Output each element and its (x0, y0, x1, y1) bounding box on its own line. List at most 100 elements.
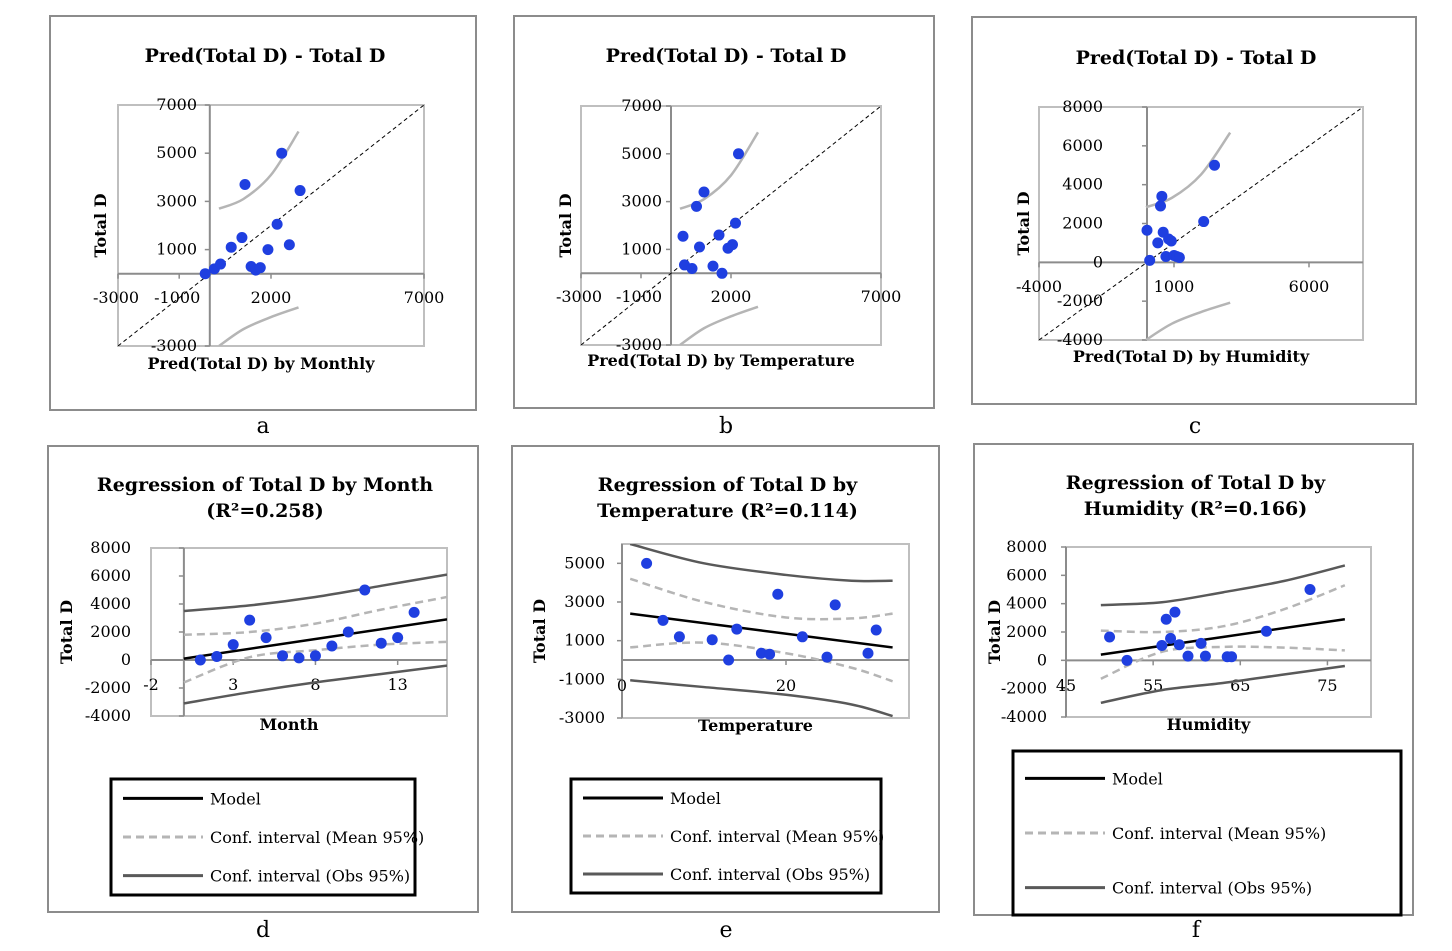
data-point (829, 599, 841, 611)
data-point (1198, 216, 1210, 228)
x-tick-label: 8 (310, 675, 320, 694)
lower-guide-curve (218, 306, 299, 346)
x-tick-label: 20 (776, 676, 796, 695)
model-line (183, 618, 447, 660)
y-tick-label: 5000 (621, 144, 662, 163)
legend-conf-mean-label: Conf. interval (Mean 95%) (670, 827, 884, 846)
y-tick-label: 1000 (156, 240, 197, 259)
data-point (870, 624, 882, 636)
data-point (277, 650, 289, 662)
x-tick-label: 3 (228, 675, 238, 694)
plot-content (1039, 107, 1363, 340)
x-tick-label: -3000 (93, 288, 139, 307)
plot-content (118, 105, 424, 346)
legend-conf-mean-label: Conf. interval (Mean 95%) (210, 828, 424, 847)
plot-area (1038, 106, 1364, 341)
data-point (1165, 632, 1177, 644)
data-point (225, 241, 237, 253)
conf-mean-lower-line (1100, 645, 1345, 680)
x-tick-label: 13 (387, 675, 407, 694)
data-point (657, 614, 669, 626)
data-point (326, 640, 338, 652)
data-point (713, 229, 725, 241)
data-point (1160, 251, 1172, 263)
chart-c: Pred(Total D) - Total D-4000-20000200040… (1014, 47, 1364, 366)
data-point (1169, 606, 1181, 618)
data-point (359, 584, 371, 596)
legend-conf-obs-label: Conf. interval (Obs 95%) (670, 865, 870, 884)
caption-b: b (718, 414, 734, 439)
data-point (796, 631, 808, 643)
x-tick-label: 7000 (404, 288, 445, 307)
y-axis-label: Total D (530, 599, 549, 663)
plot-content (1100, 564, 1346, 705)
y-tick-label: 7000 (156, 95, 197, 114)
caption-e: e (719, 918, 733, 943)
y-tick-label: 1000 (564, 631, 605, 650)
conf-mean-upper-line (629, 577, 893, 621)
y-tick-label: -4000 (85, 706, 131, 725)
data-point (1160, 613, 1172, 625)
y-tick-label: 6000 (90, 566, 131, 585)
y-tick-label: 8000 (1006, 537, 1047, 556)
y-tick-label: 4000 (1006, 594, 1047, 613)
conf-obs-upper-line (183, 573, 447, 613)
conf-obs-lower-line (183, 664, 447, 705)
legend-conf-obs-label: Conf. interval (Obs 95%) (210, 867, 410, 886)
data-point (254, 262, 266, 274)
conf-obs-upper-line (629, 544, 893, 583)
y-tick-label: 5000 (564, 553, 605, 572)
chart-title-line2: Temperature (R²=0.114) (597, 500, 858, 522)
data-point (698, 186, 710, 198)
data-point (862, 647, 874, 659)
data-point (1155, 200, 1166, 212)
caption-d: d (255, 918, 271, 943)
data-point (764, 648, 776, 660)
x-tick-label: 7000 (861, 287, 902, 306)
y-tick-label: 8000 (90, 538, 131, 557)
chart-e: Regression of Total D by Temperature (R²=… (530, 474, 910, 895)
data-point (1195, 637, 1207, 649)
conf-obs-lower-line (630, 679, 893, 718)
data-point (1226, 651, 1238, 663)
data-point (727, 239, 738, 251)
y-tick-label: 6000 (1006, 565, 1047, 584)
plot-area (580, 105, 882, 346)
x-axis-label: Pred(Total D) by Monthly (147, 354, 375, 373)
chart-title: Pred(Total D) - Total D (145, 45, 386, 67)
data-point (706, 634, 718, 646)
panel-c: Pred(Total D) - Total D -4000 -2000 0 2000 40… (971, 16, 1417, 405)
data-point (686, 263, 698, 275)
y-tick-label: -3000 (559, 708, 605, 727)
y-tick-label: 0 (121, 650, 131, 669)
y-tick-label: 4000 (1062, 175, 1103, 194)
y-tick-label: -4000 (1057, 330, 1103, 349)
y-tick-label: 3000 (564, 592, 605, 611)
plot-content (581, 106, 881, 345)
caption-a: a (256, 414, 270, 439)
data-point (673, 631, 685, 643)
data-point (294, 185, 306, 197)
data-point (716, 267, 728, 279)
data-point (271, 218, 283, 230)
chart-title: Pred(Total D) - Total D (606, 45, 847, 67)
x-axis-label: Pred(Total D) by Humidity (1073, 347, 1310, 366)
conf-obs-upper-line (1100, 564, 1346, 607)
x-tick-label: 75 (1317, 676, 1337, 695)
chart-title: Regression of Total D by (1066, 472, 1326, 494)
y-tick-label: 6000 (1062, 136, 1103, 155)
y-tick-label: -3000 (151, 336, 197, 355)
chart-f: Regression of Total D by Humidity (R²=0.1… (985, 472, 1403, 917)
x-axis-label: Humidity (1167, 715, 1251, 734)
x-tick-label: 45 (1056, 676, 1076, 695)
data-point (1156, 639, 1168, 651)
data-point (244, 614, 256, 626)
data-point (707, 260, 719, 272)
chart-title: Regression of Total D by (598, 474, 858, 496)
data-point (1173, 639, 1185, 651)
y-tick-label: 3000 (156, 191, 197, 210)
data-point (1104, 631, 1116, 643)
conf-obs-lower-line (1100, 664, 1346, 705)
y-axis-label: Total D (1014, 191, 1033, 255)
data-point (1260, 625, 1272, 637)
